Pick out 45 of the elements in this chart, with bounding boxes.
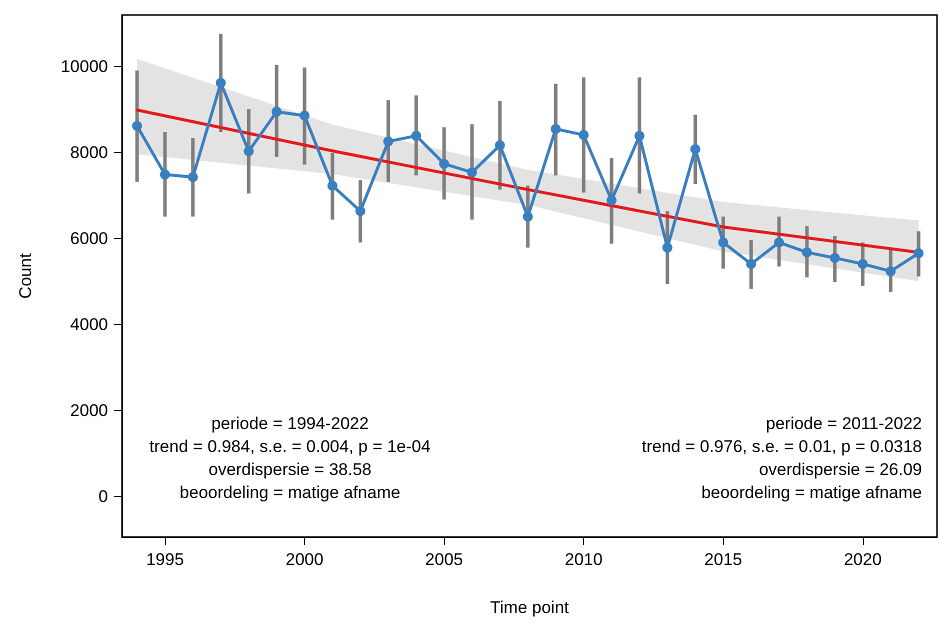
- annotation: periode = 1994-2022 trend = 0.984, s.e. = 0.004, p = 1e-04 overdispersie = 38.58 beoordeling = matige afname: [149, 414, 431, 502]
- point: [300, 110, 310, 121]
- y-tick-label: 0: [98, 487, 108, 506]
- point: [132, 120, 142, 131]
- y-axis-title: Count: [16, 253, 35, 299]
- point: [327, 180, 338, 191]
- point: [746, 258, 756, 269]
- point: [383, 136, 394, 146]
- point: [244, 146, 254, 156]
- y-tick-label: 6000: [70, 229, 108, 248]
- point: [802, 247, 812, 258]
- x-axis-title: Time point: [490, 598, 570, 617]
- point: [914, 248, 924, 258]
- point: [718, 237, 728, 248]
- x-tick-label: 2010: [564, 550, 603, 569]
- point: [188, 172, 198, 182]
- point: [467, 167, 478, 178]
- point: [522, 212, 533, 222]
- point: [690, 144, 700, 154]
- point: [272, 106, 282, 117]
- point: [216, 78, 226, 88]
- point: [858, 258, 868, 269]
- point: [774, 237, 784, 248]
- x-tick-label: 2000: [286, 550, 324, 569]
- point: [606, 195, 617, 206]
- point: [160, 170, 170, 180]
- point: [886, 266, 896, 276]
- point: [830, 252, 840, 263]
- point: [634, 130, 644, 141]
- point: [439, 158, 450, 169]
- y-tick-label: 10000: [60, 57, 108, 76]
- point: [355, 206, 366, 216]
- annotation: periode = 2011-2022 trend = 0.976, s.e. = 0.01, p = 0.0318 overdispersie = 26.09 beoordeling = matige afname: [642, 414, 922, 502]
- y-tick-label: 4000: [70, 315, 108, 334]
- y-tick-label: 2000: [70, 401, 108, 420]
- x-tick-label: 2005: [425, 550, 464, 569]
- y-tick-label: 8000: [70, 143, 108, 162]
- x-tick-label: 2020: [844, 550, 882, 569]
- x-tick-label: 2015: [704, 550, 742, 569]
- point: [662, 242, 672, 253]
- point: [550, 124, 561, 134]
- point: [494, 140, 505, 150]
- x-tick-label: 1995: [146, 550, 184, 569]
- point: [578, 130, 589, 140]
- point: [411, 130, 422, 141]
